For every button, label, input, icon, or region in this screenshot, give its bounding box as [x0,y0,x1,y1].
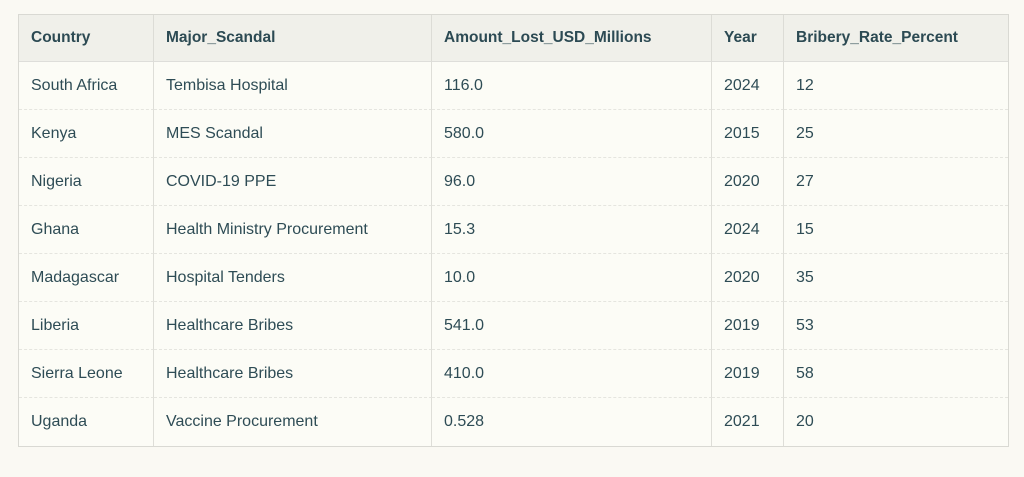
scandal-data-table-container: Country Major_Scandal Amount_Lost_USD_Mi… [18,14,1009,447]
cell-amount: 0.528 [432,398,712,446]
cell-country: Liberia [19,302,154,350]
cell-amount: 580.0 [432,110,712,158]
cell-country: South Africa [19,62,154,110]
header-row: Country Major_Scandal Amount_Lost_USD_Mi… [19,15,1008,62]
cell-bribery: 20 [796,413,814,430]
table-row: Uganda Vaccine Procurement 0.528 2021 20 [19,398,1008,446]
cell-amount: 541.0 [432,302,712,350]
table-header: Country Major_Scandal Amount_Lost_USD_Mi… [19,15,1008,62]
cell-year: 2015 [712,110,784,158]
cell-bribery: 58 [784,350,1008,398]
table-row: Sierra Leone Healthcare Bribes 410.0 2019 58 [19,350,1008,398]
table-row: Madagascar Hospital Tenders 10.0 2020 35 [19,254,1008,302]
cell-year: 2024 [712,206,784,254]
cell-amount: 10.0 [432,254,712,302]
cell-country: Kenya [19,110,154,158]
cell-country: Sierra Leone [19,350,154,398]
cell-scandal: MES Scandal [154,110,432,158]
cell-year: 2019 [712,350,784,398]
cell-amount: 96.0 [432,158,712,206]
cell-amount: 410.0 [432,350,712,398]
column-header-bribery-rate: Bribery_Rate_Percent [784,15,1008,62]
cell-scandal: COVID-19 PPE [154,158,432,206]
cell-country: Uganda [19,398,154,446]
cell-scandal: Healthcare Bribes [154,350,432,398]
cell-bribery: 15 [784,206,1008,254]
cell-bribery: 25 [784,110,1008,158]
cell-year: 2024 [712,62,784,110]
cell-year: 2019 [712,302,784,350]
cell-bribery: 53 [784,302,1008,350]
cell-bribery: 27 [784,158,1008,206]
cell-country: Ghana [19,206,154,254]
table-row: Liberia Healthcare Bribes 541.0 2019 53 [19,302,1008,350]
cell-amount: 116.0 [432,62,712,110]
column-header-country: Country [19,15,154,62]
cell-amount: 15.3 [432,206,712,254]
cell-scandal: Vaccine Procurement [154,398,432,446]
cell-year: 2021 [712,398,784,446]
column-header-major-scandal: Major_Scandal [154,15,432,62]
cell-scandal: Hospital Tenders [154,254,432,302]
table-row: Kenya MES Scandal 580.0 2015 25 [19,110,1008,158]
cell-scandal: Health Ministry Procurement [154,206,432,254]
column-header-amount-lost: Amount_Lost_USD_Millions [432,15,712,62]
table-row: South Africa Tembisa Hospital 116.0 2024 12 [19,62,1008,110]
table-row: Nigeria COVID-19 PPE 96.0 2020 27 [19,158,1008,206]
table-row: Ghana Health Ministry Procurement 15.3 2024… [19,206,1008,254]
cell-scandal: Healthcare Bribes [154,302,432,350]
cell-year: 2020 [712,158,784,206]
scandal-data-table: Country Major_Scandal Amount_Lost_USD_Mi… [18,14,1009,447]
cell-country: Nigeria [19,158,154,206]
cell-year: 2020 [712,254,784,302]
table-body: South Africa Tembisa Hospital 116.0 2024 12 K… [19,62,1008,446]
cell-scandal: Tembisa Hospital [154,62,432,110]
cell-bribery: 12 [784,62,1008,110]
column-header-year: Year [712,15,784,62]
cell-bribery: 35 [784,254,1008,302]
cell-country: Madagascar [19,254,154,302]
